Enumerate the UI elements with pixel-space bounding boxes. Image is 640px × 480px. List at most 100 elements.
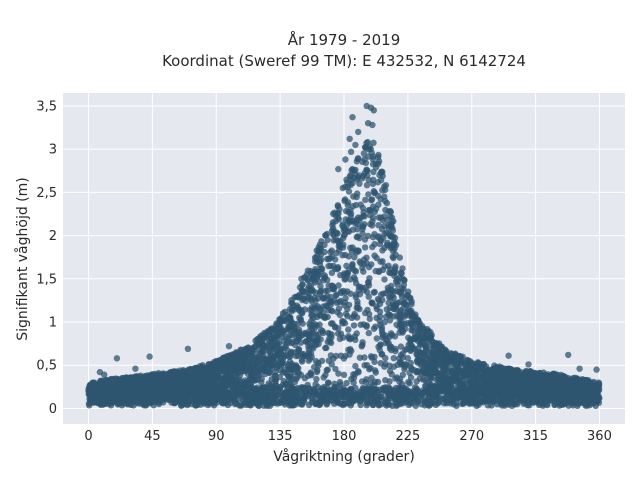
data-point xyxy=(308,317,315,324)
data-point xyxy=(356,258,363,265)
data-point xyxy=(355,287,362,294)
data-point xyxy=(360,150,368,157)
data-point xyxy=(325,282,332,289)
data-point xyxy=(353,233,360,241)
data-point xyxy=(174,375,182,382)
data-point xyxy=(299,281,306,288)
data-point xyxy=(397,311,404,318)
data-point xyxy=(330,355,337,362)
data-point xyxy=(323,230,331,238)
data-point xyxy=(385,310,392,318)
data-point xyxy=(193,365,200,372)
data-point xyxy=(366,315,373,323)
data-point xyxy=(138,375,145,382)
data-point xyxy=(350,374,358,382)
data-point xyxy=(369,234,377,241)
data-point xyxy=(347,206,354,214)
data-point xyxy=(252,343,259,350)
data-point xyxy=(494,370,501,377)
data-point xyxy=(426,336,433,343)
data-point xyxy=(329,320,336,327)
data-point xyxy=(336,335,344,343)
data-point xyxy=(349,262,356,269)
data-point xyxy=(342,352,349,359)
data-point xyxy=(350,167,358,174)
data-point xyxy=(347,244,354,251)
data-point xyxy=(336,298,343,306)
data-point xyxy=(387,244,394,252)
data-point xyxy=(590,386,597,393)
data-point xyxy=(405,306,413,313)
data-point xyxy=(392,345,399,353)
data-point xyxy=(359,158,366,166)
data-point xyxy=(369,155,376,163)
data-point xyxy=(485,379,493,387)
data-point xyxy=(328,227,336,234)
data-point xyxy=(411,367,418,374)
data-point xyxy=(182,377,189,384)
data-point xyxy=(368,374,375,382)
data-point xyxy=(104,377,111,384)
data-point xyxy=(324,338,331,346)
data-point xyxy=(402,294,409,302)
data-point xyxy=(362,379,369,386)
data-point xyxy=(560,375,567,382)
data-point xyxy=(283,352,290,359)
data-point xyxy=(381,213,388,220)
data-point xyxy=(427,375,435,382)
data-point xyxy=(372,323,379,330)
data-point xyxy=(308,343,316,350)
data-point xyxy=(514,371,521,378)
data-point xyxy=(423,367,431,374)
data-point xyxy=(324,287,331,295)
data-point xyxy=(399,327,406,334)
data-point xyxy=(386,317,394,324)
data-point xyxy=(354,190,361,197)
data-point xyxy=(311,258,319,265)
data-point xyxy=(250,369,258,376)
data-point xyxy=(293,302,301,309)
data-point xyxy=(277,316,284,323)
data-point xyxy=(304,372,312,380)
data-point xyxy=(354,304,362,311)
data-point xyxy=(335,370,342,377)
data-point xyxy=(345,346,352,354)
data-point xyxy=(328,361,335,368)
data-point xyxy=(332,256,339,263)
data-point xyxy=(303,337,310,345)
data-point xyxy=(360,268,367,275)
data-point xyxy=(272,377,279,384)
data-point xyxy=(262,355,269,362)
data-point xyxy=(398,361,405,368)
data-point xyxy=(347,276,354,283)
data-point xyxy=(446,359,453,366)
data-point xyxy=(347,171,354,179)
data-point xyxy=(277,356,285,363)
data-point xyxy=(369,160,377,168)
data-point xyxy=(146,372,153,379)
data-point xyxy=(157,379,164,386)
data-point xyxy=(337,288,345,295)
data-point xyxy=(318,357,326,365)
data-point xyxy=(283,370,291,378)
data-point xyxy=(366,275,373,282)
data-point xyxy=(512,378,519,385)
data-point xyxy=(381,263,388,270)
data-point xyxy=(304,331,311,338)
data-point xyxy=(374,192,382,199)
data-point xyxy=(356,354,364,361)
data-point xyxy=(432,365,439,372)
data-point xyxy=(382,206,389,214)
data-point xyxy=(352,336,359,344)
data-point xyxy=(342,295,349,302)
data-point xyxy=(362,196,369,204)
data-point xyxy=(387,207,394,215)
data-point xyxy=(396,254,403,261)
data-point xyxy=(356,180,363,187)
data-point xyxy=(328,269,336,276)
data-point xyxy=(361,244,369,251)
data-point xyxy=(381,230,388,238)
data-point xyxy=(324,255,331,263)
data-point xyxy=(319,329,327,337)
data-point xyxy=(359,204,366,212)
